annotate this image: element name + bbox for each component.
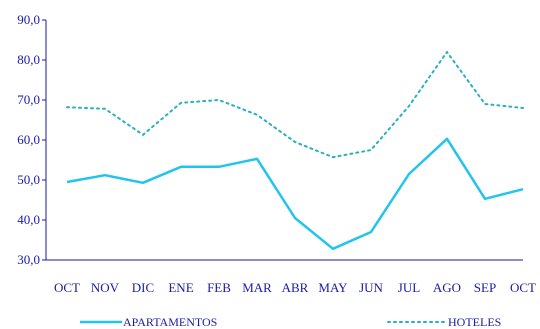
- series-line-apartamentos: [66, 137, 524, 251]
- y-tick-label: 90,0: [17, 12, 40, 27]
- x-axis-ticks: OCT NOV DIC ENE FEB MAR ABR MAY JUN JUL AGO SEP OCT: [54, 280, 536, 295]
- series-lines: [66, 51, 524, 251]
- x-tick-label: MAY: [318, 280, 348, 295]
- x-tick-label: JUL: [398, 280, 420, 295]
- y-tick-label: 80,0: [17, 52, 40, 67]
- y-tick-label: 70,0: [17, 92, 40, 107]
- y-axis-ticks: 30,0 40,0 50,0 60,0 70,0 80,0 90,0: [17, 12, 46, 267]
- y-tick-label: 40,0: [17, 212, 40, 227]
- y-tick-label: 30,0: [17, 252, 40, 267]
- x-tick-label: NOV: [91, 280, 120, 295]
- y-tick-label: 50,0: [17, 172, 40, 187]
- y-tick-label: 60,0: [17, 132, 40, 147]
- legend-label-apartamentos: APARTAMENTOS: [123, 315, 217, 329]
- chart-axes: [45, 20, 523, 261]
- x-tick-label: SEP: [474, 280, 496, 295]
- series-line-hoteles: [66, 51, 524, 159]
- x-tick-label: AGO: [433, 280, 461, 295]
- x-tick-label: MAR: [242, 280, 272, 295]
- x-tick-label: OCT: [510, 280, 536, 295]
- legend: APARTAMENTOS HOTELES: [80, 315, 501, 329]
- x-tick-label: JUN: [359, 280, 383, 295]
- x-tick-label: ABR: [282, 280, 309, 295]
- x-tick-label: ENE: [168, 280, 193, 295]
- x-tick-label: DIC: [132, 280, 154, 295]
- x-tick-label: OCT: [54, 280, 80, 295]
- legend-label-hoteles: HOTELES: [448, 315, 501, 329]
- x-tick-label: FEB: [207, 280, 231, 295]
